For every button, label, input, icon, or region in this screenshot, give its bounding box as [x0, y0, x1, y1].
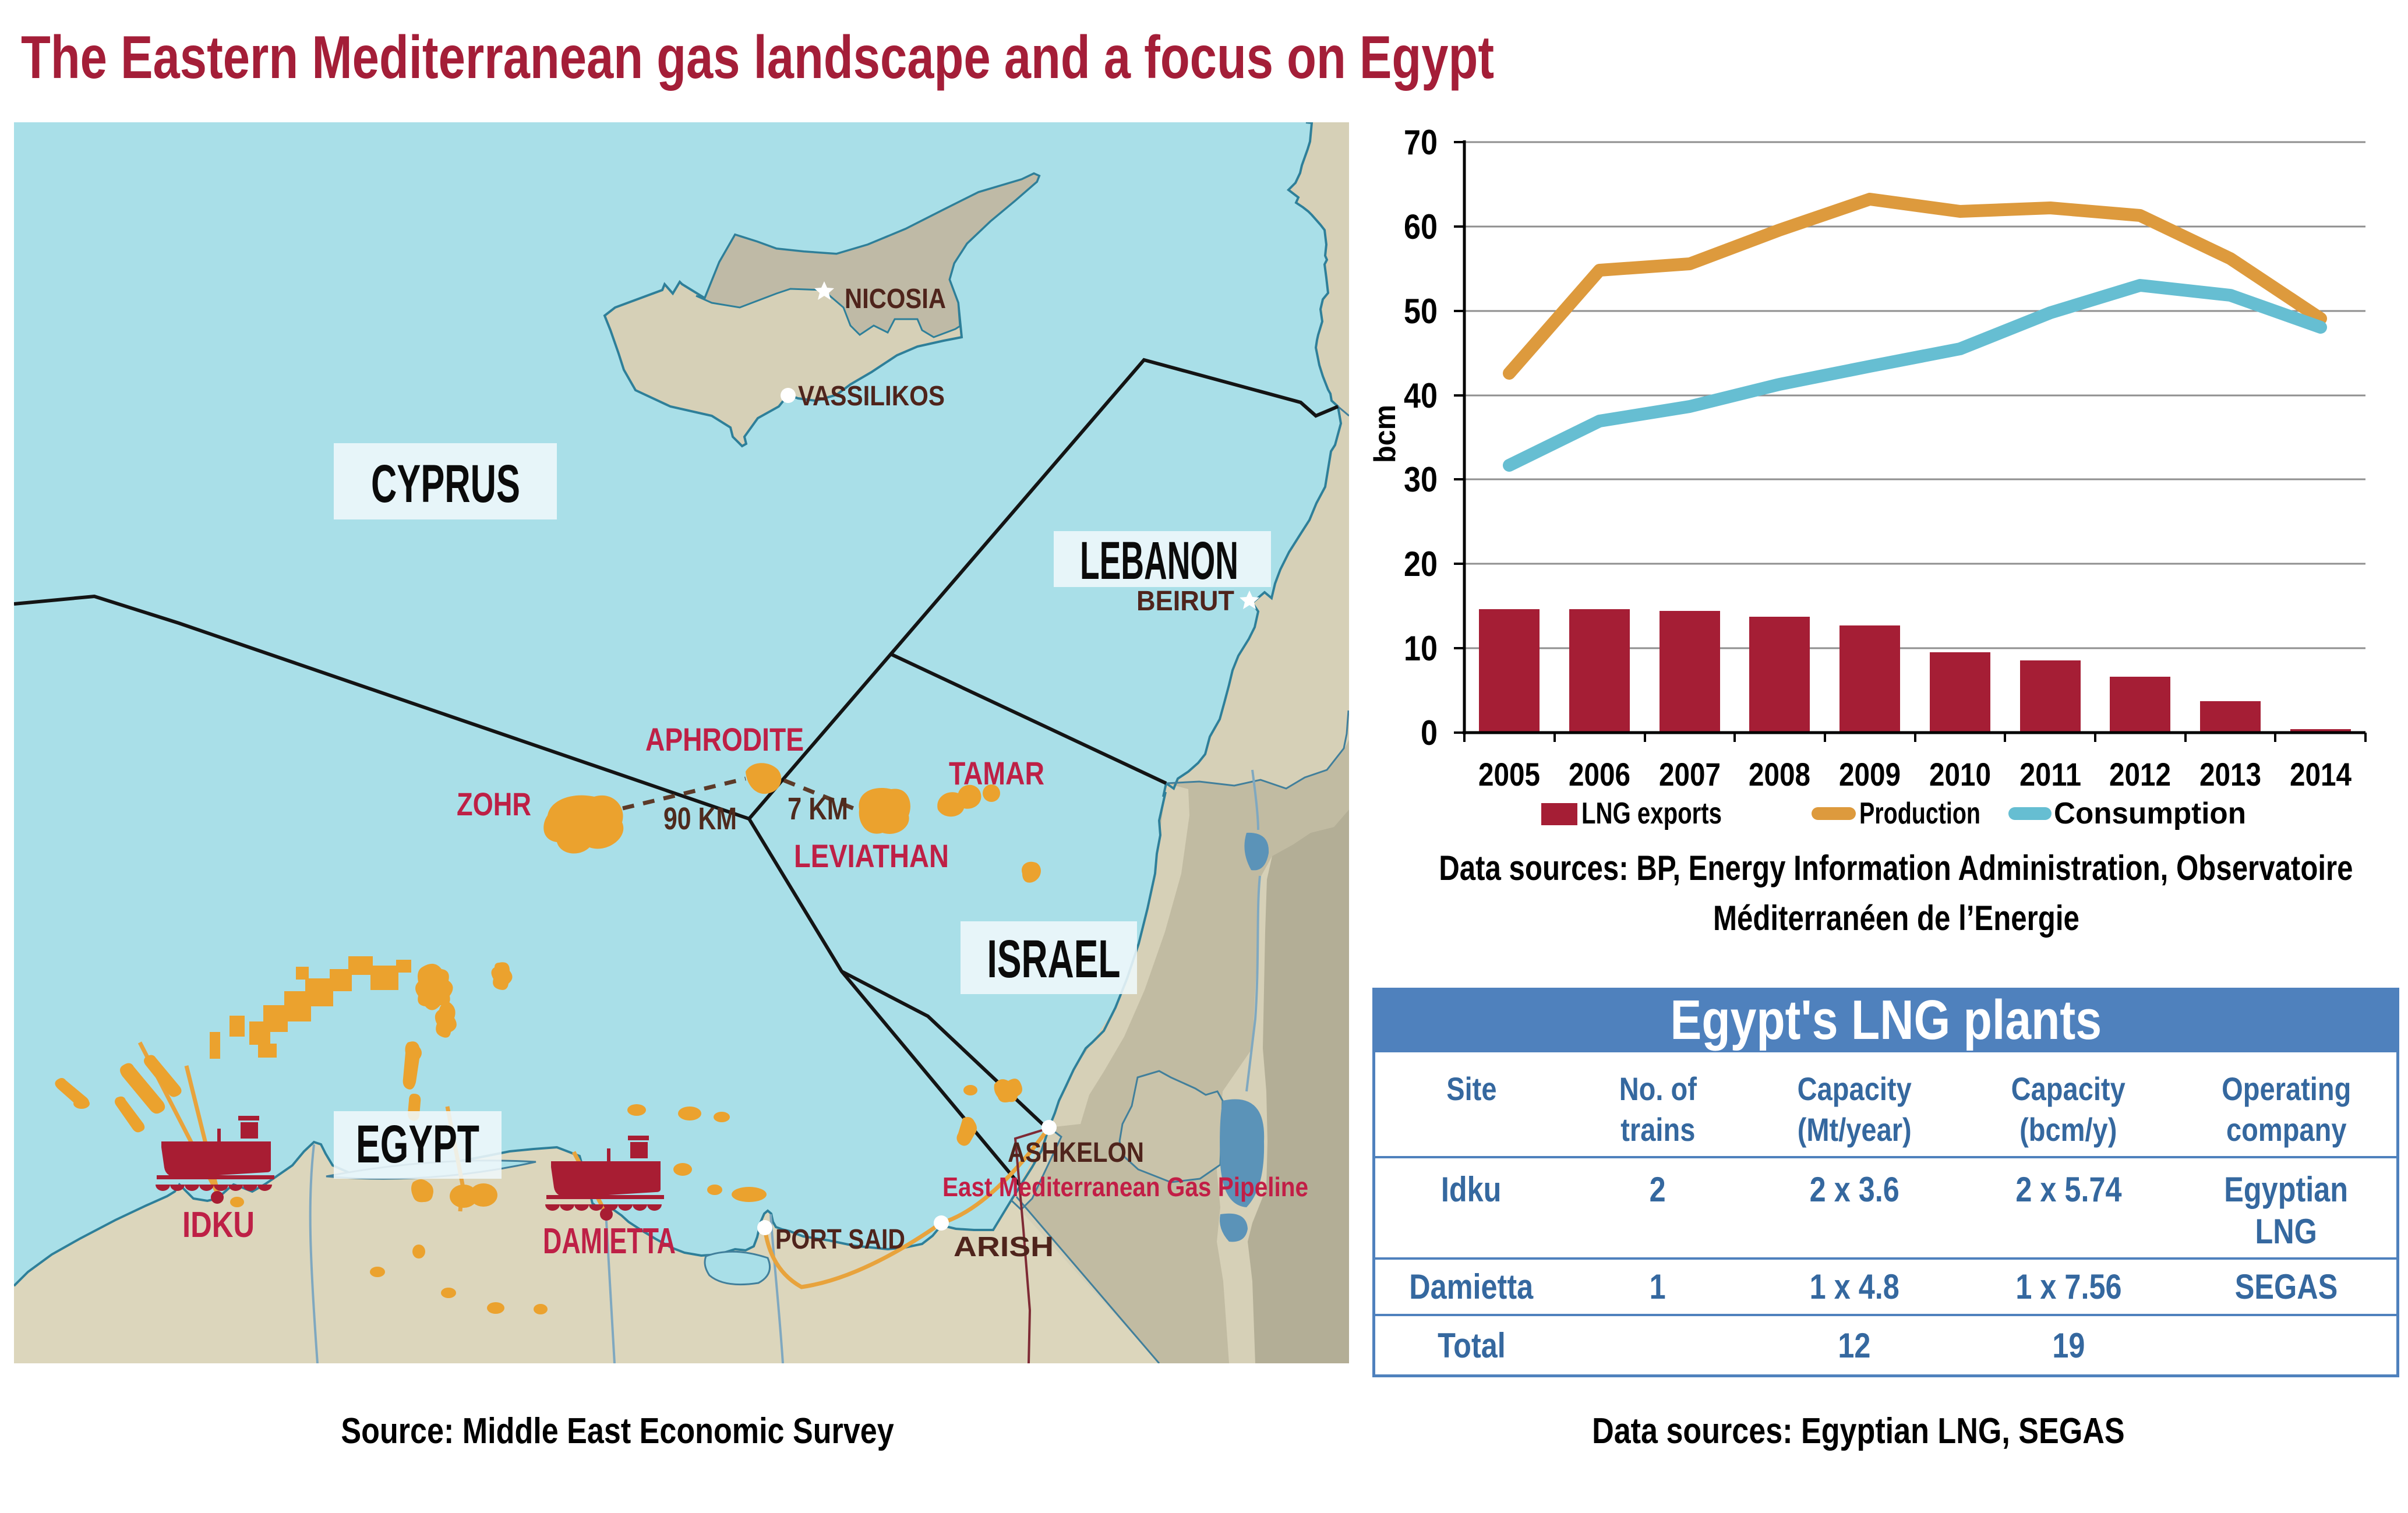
svg-text:CYPRUS: CYPRUS — [371, 454, 520, 514]
svg-text:ARISH: ARISH — [954, 1232, 1054, 1263]
svg-text:BEIRUT: BEIRUT — [1136, 586, 1234, 617]
svg-text:APHRODITE: APHRODITE — [645, 721, 804, 758]
svg-text:ISRAEL: ISRAEL — [987, 929, 1121, 989]
svg-text:IDKU: IDKU — [182, 1205, 255, 1245]
svg-text:2012: 2012 — [2109, 756, 2171, 793]
svg-text:2006: 2006 — [1569, 756, 1630, 793]
svg-text:0: 0 — [1421, 713, 1438, 752]
svg-text:PORT SAID: PORT SAID — [775, 1224, 905, 1255]
svg-text:30: 30 — [1404, 460, 1438, 499]
svg-text:2011: 2011 — [2019, 756, 2081, 793]
svg-text:LEVIATHAN: LEVIATHAN — [794, 837, 949, 874]
svg-text:2007: 2007 — [1659, 756, 1721, 793]
svg-text:Production: Production — [1859, 797, 1980, 830]
svg-text:bcm: bcm — [1368, 405, 1402, 463]
svg-text:NICOSIA: NICOSIA — [845, 284, 946, 314]
svg-text:East Mediterranean Gas Pipelin: East Mediterranean Gas Pipeline — [942, 1172, 1308, 1202]
svg-text:70: 70 — [1404, 123, 1438, 162]
svg-text:ZOHR: ZOHR — [457, 786, 531, 822]
svg-text:Consumption: Consumption — [2054, 797, 2246, 830]
svg-text:20: 20 — [1404, 545, 1438, 584]
svg-text:2009: 2009 — [1839, 756, 1901, 793]
svg-text:2008: 2008 — [1749, 756, 1810, 793]
svg-text:LEBANON: LEBANON — [1080, 531, 1238, 591]
svg-text:LNG exports: LNG exports — [1581, 797, 1722, 830]
svg-text:ASHKELON: ASHKELON — [1008, 1137, 1144, 1168]
svg-text:50: 50 — [1404, 292, 1438, 331]
svg-text:2013: 2013 — [2199, 756, 2261, 793]
svg-text:DAMIETTA: DAMIETTA — [543, 1221, 676, 1261]
svg-text:2014: 2014 — [2290, 756, 2351, 793]
svg-text:60: 60 — [1404, 207, 1438, 246]
svg-text:90 KM: 90 KM — [663, 801, 737, 836]
svg-text:10: 10 — [1404, 629, 1438, 668]
svg-text:2005: 2005 — [1478, 756, 1540, 793]
svg-text:TAMAR: TAMAR — [949, 755, 1044, 791]
svg-text:VASSILIKOS: VASSILIKOS — [798, 381, 945, 412]
svg-text:40: 40 — [1404, 376, 1438, 415]
svg-text:7 KM: 7 KM — [788, 791, 848, 826]
svg-text:EGYPT: EGYPT — [356, 1115, 479, 1174]
svg-text:2010: 2010 — [1929, 756, 1991, 793]
